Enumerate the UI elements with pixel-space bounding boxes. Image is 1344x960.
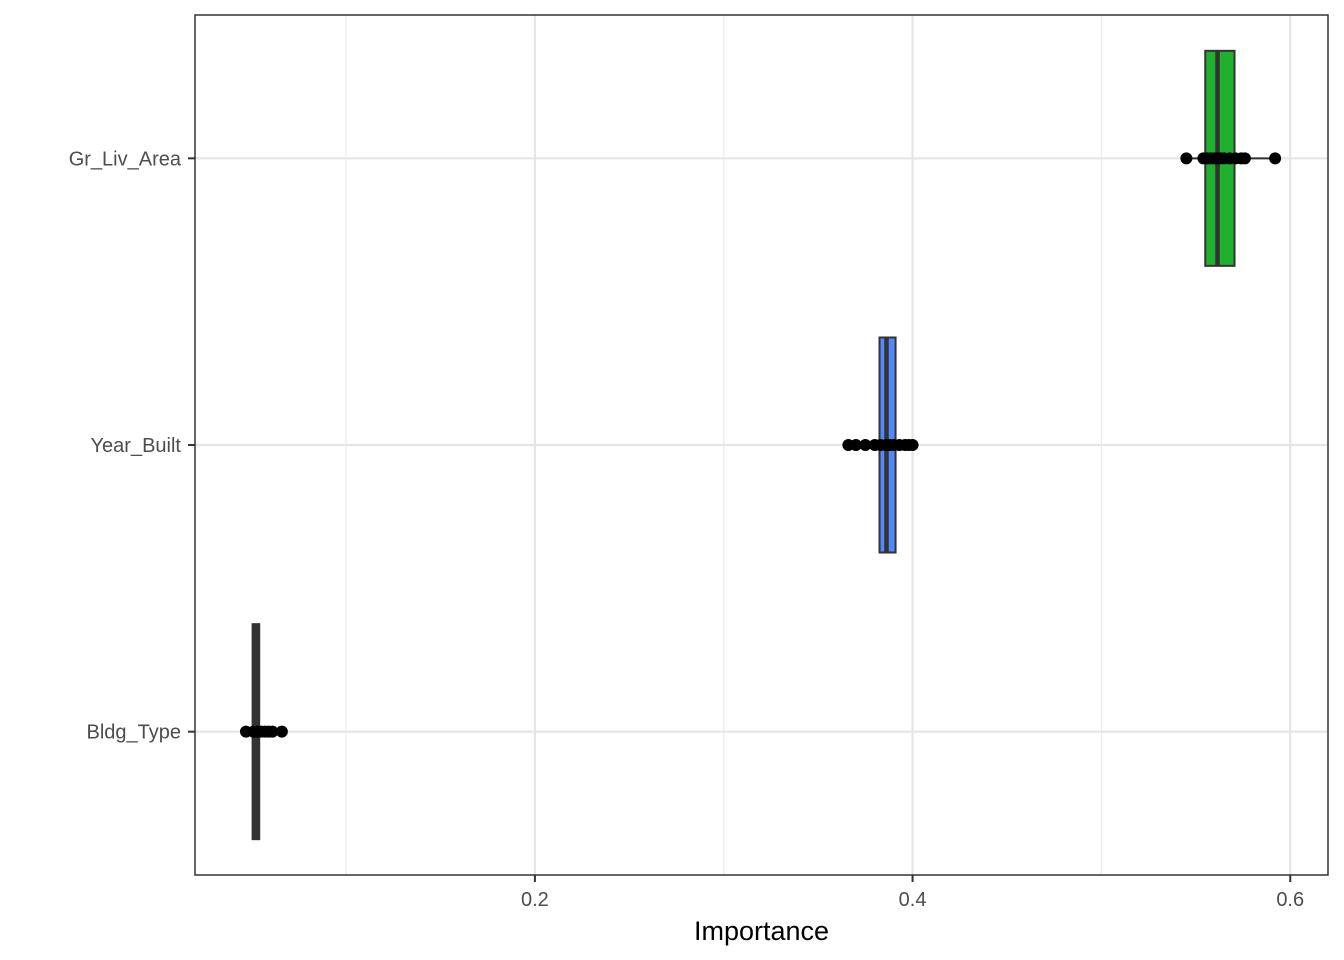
y-tick-label: Year_Built [91,435,182,457]
data-point [849,439,862,451]
x-tick-label: 0.6 [1276,889,1304,911]
x-tick-label: 0.4 [899,889,927,911]
data-point [275,725,288,738]
box-group-bldg-type [239,623,288,841]
y-tick-label: Bldg_Type [86,722,181,744]
y-tick-label: Gr_Liv_Area [69,148,182,170]
data-point [859,439,872,451]
box-plots [239,49,1282,841]
data-point [1238,152,1251,165]
axes: 0.2 0.4 0.6 Gr_Liv_Area Year_Built Bldg_Type [69,148,1304,911]
data-point [1180,152,1193,165]
x-axis-title: Importance [694,916,829,946]
box-group-gr-liv-area [1180,49,1282,267]
data-point [906,439,919,451]
data-point [266,725,279,738]
data-point [1269,152,1282,165]
box-group-year-built [842,336,919,554]
x-tick-label: 0.2 [521,889,549,911]
